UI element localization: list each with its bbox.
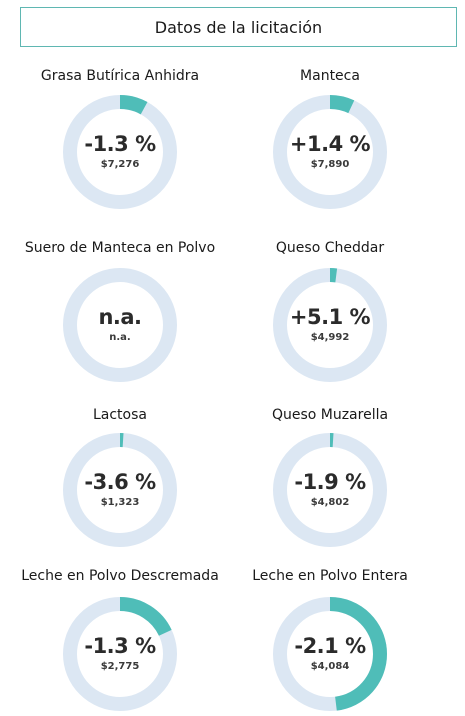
gauge-price: $4,802 <box>310 497 350 508</box>
gauge-ring <box>63 597 177 711</box>
gauge-price: $2,775 <box>100 661 140 672</box>
gauge-change: -1.3 % <box>84 132 156 156</box>
gauge-price: $7,276 <box>100 159 140 170</box>
gauge-label: Leche en Polvo Entera <box>252 568 408 584</box>
gauge-center: -1.3 % $2,775 <box>63 597 177 711</box>
gauge-ring <box>273 597 387 711</box>
gauge-center: +1.4 % $7,890 <box>273 95 387 209</box>
gauge-ring <box>273 433 387 547</box>
gauge-label: Grasa Butírica Anhidra <box>40 68 200 84</box>
gauge: +1.4 % $7,890 <box>273 95 387 209</box>
gauge-change: -1.9 % <box>294 470 366 494</box>
gauge-center: n.a. n.a. <box>63 268 177 382</box>
gauge-fill <box>63 597 177 711</box>
gauge-change: +5.1 % <box>289 305 371 329</box>
gauge-ring <box>63 268 177 382</box>
gauge-price: $4,992 <box>310 332 350 343</box>
gauge-label: Queso Muzarella <box>271 407 389 423</box>
gauge-center: -3.6 % $1,323 <box>63 433 177 547</box>
gauge-center: -1.3 % $7,276 <box>63 95 177 209</box>
gauge-price: n.a. <box>109 332 131 343</box>
page-title-box: Datos de la licitación <box>20 7 457 47</box>
gauge-change: n.a. <box>98 305 142 329</box>
gauge-ring <box>63 95 177 209</box>
gauge-label: Leche en Polvo Descremada <box>21 568 219 584</box>
gauge-center: -2.1 % $4,084 <box>273 597 387 711</box>
gauge-price: $4,084 <box>310 661 350 672</box>
gauge: -1.3 % $2,775 <box>63 597 177 711</box>
gauge-price: $7,890 <box>310 159 350 170</box>
gauge-center: +5.1 % $4,992 <box>273 268 387 382</box>
gauge-label: Queso Cheddar <box>275 240 385 256</box>
gauge: -1.3 % $7,276 <box>63 95 177 209</box>
gauge: n.a. n.a. <box>63 268 177 382</box>
gauge-fill <box>273 433 387 547</box>
gauge: -2.1 % $4,084 <box>273 597 387 711</box>
page-title: Datos de la licitación <box>154 17 323 37</box>
gauge-fill <box>273 597 387 711</box>
gauge-ring <box>63 433 177 547</box>
gauge: -3.6 % $1,323 <box>63 433 177 547</box>
gauge-track <box>63 268 177 382</box>
gauge-ring <box>273 268 387 382</box>
gauge-change: -2.1 % <box>294 634 366 658</box>
gauge-ring <box>273 95 387 209</box>
gauge-price: $1,323 <box>100 497 140 508</box>
gauge-change: +1.4 % <box>289 132 371 156</box>
gauge-fill <box>63 433 177 547</box>
gauge-center: -1.9 % $4,802 <box>273 433 387 547</box>
gauge-fill <box>273 95 387 209</box>
gauge: -1.9 % $4,802 <box>273 433 387 547</box>
gauge-label: Lactosa <box>92 407 147 423</box>
gauge-fill <box>273 268 387 382</box>
gauge-change: -3.6 % <box>84 470 156 494</box>
gauge-label: Suero de Manteca en Polvo <box>24 240 216 256</box>
gauge-label: Manteca <box>300 68 360 84</box>
gauge: +5.1 % $4,992 <box>273 268 387 382</box>
gauge-change: -1.3 % <box>84 634 156 658</box>
gauge-fill <box>63 95 177 209</box>
